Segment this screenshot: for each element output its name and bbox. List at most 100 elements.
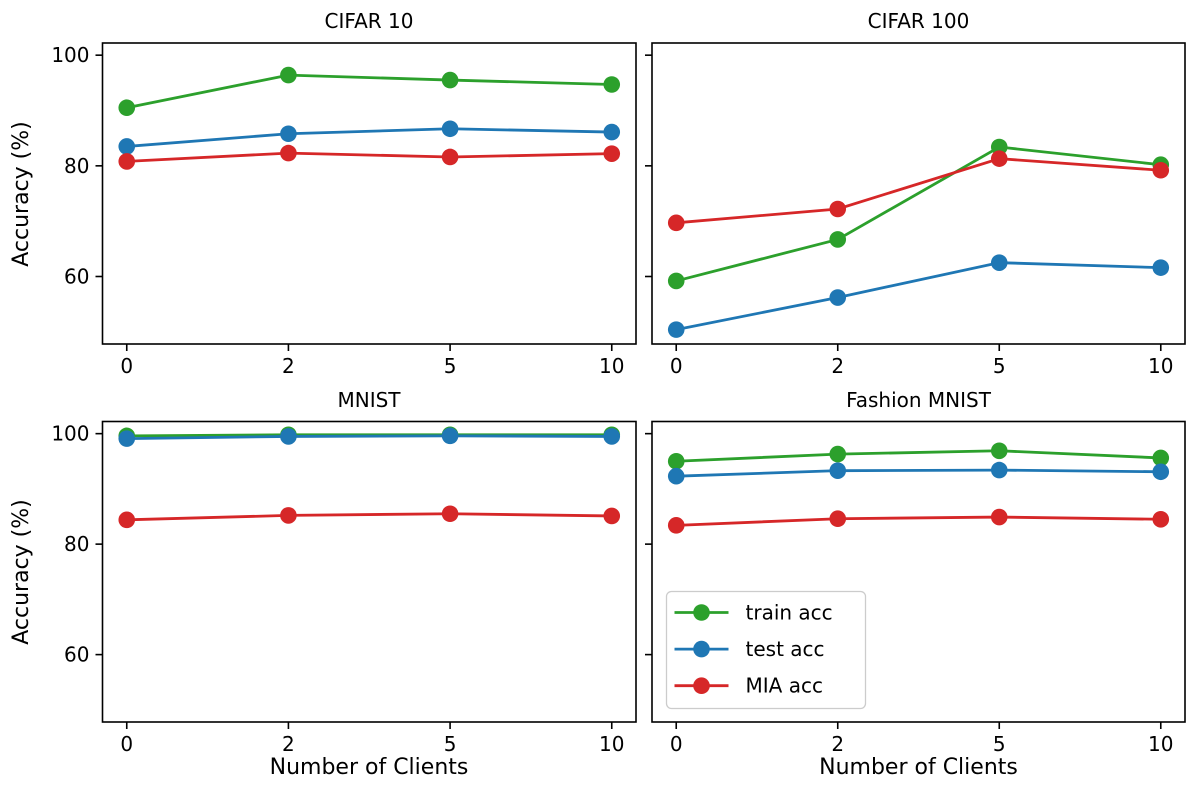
x-tick-label: 5 (444, 354, 457, 378)
data-point-marker (1152, 259, 1170, 276)
data-point-marker (118, 430, 136, 447)
x-tick-label: 0 (670, 354, 683, 378)
data-point-marker (1152, 449, 1170, 467)
data-point-marker (829, 445, 847, 463)
series-line (125, 73, 614, 110)
series-test-acc (118, 427, 621, 447)
series-line (674, 145, 1163, 283)
x-tick-label: 0 (120, 354, 133, 378)
subplot-title-cifar-10: CIFAR 10 (324, 9, 414, 33)
x-tick-label: 5 (993, 354, 1006, 378)
series-mia-acc (118, 144, 621, 170)
y-tick-label: 60 (64, 643, 89, 667)
data-point-marker (118, 511, 136, 529)
data-point-marker (603, 123, 621, 141)
data-point-marker (280, 144, 297, 162)
series-test-acc (667, 461, 1170, 485)
series-line (125, 434, 614, 441)
data-point-marker (829, 231, 847, 248)
data-point-marker (441, 71, 459, 89)
x-tick-label: 10 (1148, 732, 1173, 756)
data-point-marker (441, 505, 459, 523)
axes-box (101, 42, 637, 345)
x-tick-label: 2 (831, 354, 844, 378)
y-axis-label-row2: Accuracy (%) (9, 499, 34, 645)
x-tick-label: 0 (670, 732, 683, 756)
data-point-marker (829, 462, 847, 479)
subplot-title-cifar-100: CIFAR 100 (867, 9, 970, 33)
x-tick-label: 2 (831, 732, 844, 756)
series-train-acc (118, 66, 621, 117)
subplot-mnist: 0 2 5 10 60 80 100 (51, 420, 637, 756)
legend-label: MIA acc (746, 674, 823, 698)
axes-box (651, 420, 1186, 723)
series-line (674, 515, 1163, 527)
legend-sample-marker (693, 640, 710, 658)
legend: train acc test acc MIA acc (665, 590, 867, 710)
series-line (674, 261, 1163, 332)
data-point-marker (667, 272, 685, 290)
data-point-marker (990, 461, 1008, 479)
subplot-fashion-mnist: 0 2 5 10 (645, 420, 1186, 756)
axes-box (101, 420, 637, 723)
data-point-marker (603, 507, 621, 525)
x-tick-label: 5 (993, 732, 1006, 756)
series-line (674, 468, 1163, 478)
series-line (674, 449, 1163, 463)
legend-label: train acc (746, 601, 833, 625)
legend-sample-marker (693, 677, 710, 694)
data-point-marker (118, 99, 136, 117)
data-point-marker (441, 148, 459, 166)
data-point-marker (118, 153, 136, 170)
data-point-marker (667, 321, 685, 338)
data-point-marker (829, 510, 847, 528)
y-axis-label-row1: Accuracy (%) (9, 121, 34, 267)
series-mia-acc (667, 150, 1170, 232)
series-test-acc (118, 120, 621, 155)
x-tick-label: 2 (282, 732, 295, 756)
data-point-marker (829, 200, 847, 218)
x-tick-label: 10 (1148, 354, 1173, 378)
data-point-marker (280, 507, 297, 524)
y-tick-label: 60 (64, 264, 89, 288)
data-point-marker (990, 254, 1008, 271)
series-line (125, 512, 614, 522)
data-point-marker (441, 120, 459, 138)
data-point-marker (280, 125, 297, 143)
data-point-marker (667, 214, 685, 232)
data-point-marker (990, 508, 1008, 526)
series-line (125, 151, 614, 163)
y-tick-label: 80 (64, 532, 89, 556)
x-tick-label: 10 (599, 732, 624, 756)
data-point-marker (667, 452, 685, 470)
data-point-marker (990, 150, 1008, 167)
axes-box (651, 42, 1186, 345)
legend-label: test acc (746, 637, 825, 661)
y-tick-label: 80 (64, 154, 89, 178)
subplot-title-fashion-mnist: Fashion MNIST (846, 388, 991, 412)
data-point-marker (1152, 463, 1170, 481)
x-tick-label: 0 (120, 732, 133, 756)
series-test-acc (667, 254, 1170, 338)
x-axis-label-fashion-mnist: Number of Clients (819, 755, 1018, 780)
series-line (674, 157, 1163, 225)
data-point-marker (280, 428, 297, 445)
y-tick-label: 100 (51, 43, 89, 67)
subplot-title-mnist: MNIST (337, 388, 401, 412)
x-axis-label-mnist: Number of Clients (269, 755, 469, 780)
series-train-acc (667, 138, 1170, 290)
y-tick-label: 100 (51, 422, 89, 446)
data-point-marker (1152, 510, 1170, 528)
x-tick-label: 2 (282, 354, 295, 378)
data-point-marker (603, 76, 621, 93)
subplot-cifar-100: 0 2 5 10 (645, 42, 1186, 378)
data-point-marker (1152, 161, 1170, 179)
series-line (125, 127, 614, 148)
data-point-marker (118, 138, 136, 155)
data-point-marker (603, 428, 621, 445)
data-point-marker (667, 467, 685, 485)
data-point-marker (441, 427, 459, 445)
series-train-acc (667, 442, 1170, 470)
